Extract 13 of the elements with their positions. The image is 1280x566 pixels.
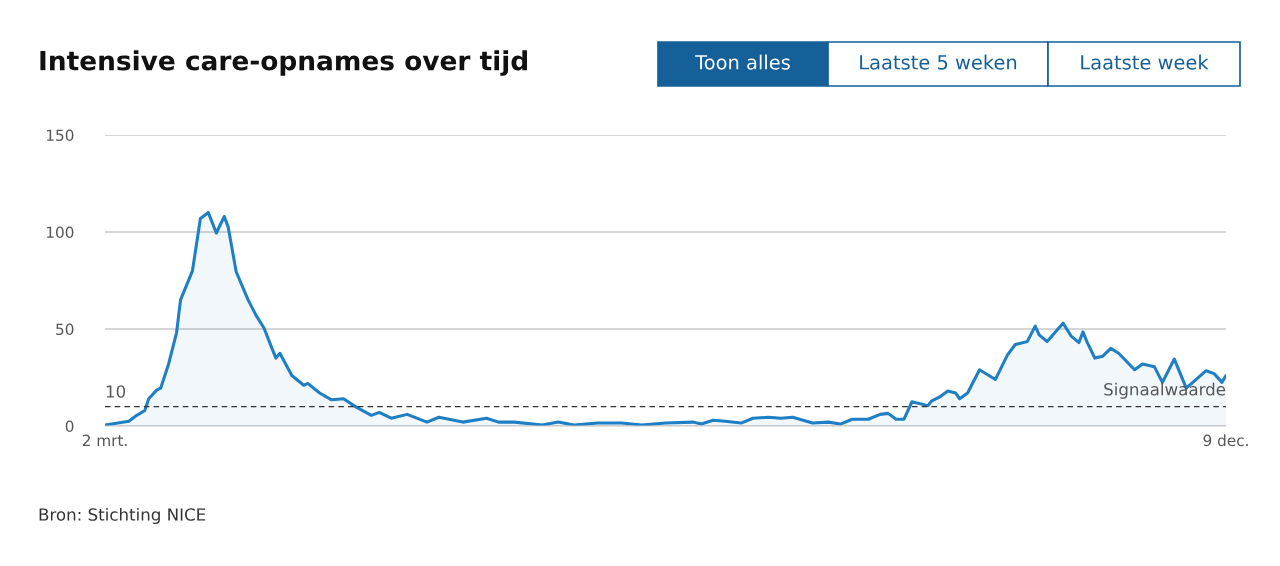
text: Laatste week <box>1081 54 1209 70</box>
text: Toon alles <box>695 54 790 70</box>
x-tick-label: 9 dec. <box>1203 434 1248 447</box>
text: Bron: Stichting NICE <box>39 507 206 525</box>
chart-title: Intensive care-opnames over tijd <box>40 50 527 76</box>
annotation: 10 <box>106 385 126 398</box>
ref-line-label: Signaalwaarde <box>1104 382 1226 399</box>
y-tick-label: 100 <box>46 226 74 239</box>
y-tick-label: 50 <box>56 323 74 336</box>
text: Laatste 5 weken <box>860 54 1017 70</box>
y-tick-label: 150 <box>46 129 74 142</box>
y-tick-label: 0 <box>65 420 74 433</box>
x-tick-label: 2 mrt. <box>82 434 127 446</box>
